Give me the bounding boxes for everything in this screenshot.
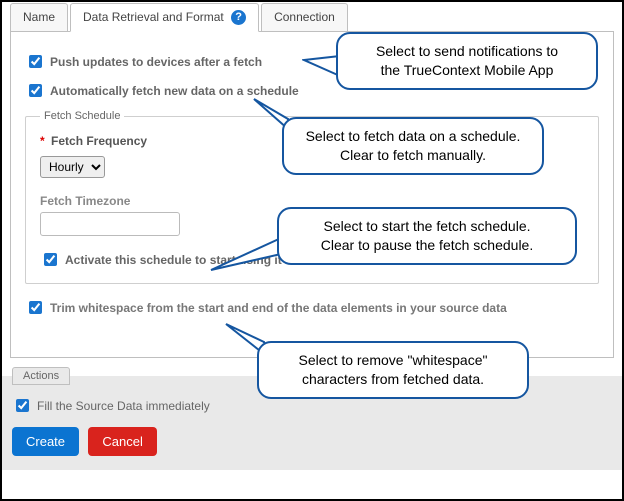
- callout-push-updates: Select to send notifications to the True…: [336, 32, 598, 90]
- fill-source-checkbox[interactable]: [16, 399, 29, 412]
- actions-legend: Actions: [12, 367, 70, 385]
- fetch-frequency-select[interactable]: Hourly: [40, 156, 105, 178]
- callout-text: the TrueContext Mobile App: [381, 62, 554, 78]
- fill-source-label: Fill the Source Data immediately: [37, 399, 210, 413]
- callout-text: Select to remove "whitespace": [299, 352, 488, 368]
- required-star-icon: *: [40, 134, 45, 148]
- help-icon[interactable]: ?: [231, 10, 246, 25]
- tab-data-label: Data Retrieval and Format: [83, 10, 224, 24]
- trim-whitespace-row[interactable]: Trim whitespace from the start and end o…: [25, 298, 599, 317]
- callout-text: characters from fetched data.: [302, 371, 484, 387]
- callout-text: Clear to pause the fetch schedule.: [321, 237, 533, 253]
- tab-data-retrieval[interactable]: Data Retrieval and Format ?: [70, 3, 259, 32]
- callout-text: Select to start the fetch schedule.: [323, 218, 530, 234]
- fill-source-row[interactable]: Fill the Source Data immediately: [12, 396, 612, 415]
- callout-text: Select to send notifications to: [376, 43, 558, 59]
- callout-text: Select to fetch data on a schedule.: [306, 128, 521, 144]
- auto-fetch-label: Automatically fetch new data on a schedu…: [50, 84, 299, 98]
- tab-connection[interactable]: Connection: [261, 3, 348, 32]
- callout-trim-whitespace: Select to remove "whitespace" characters…: [257, 341, 529, 399]
- fetch-schedule-legend: Fetch Schedule: [40, 110, 124, 122]
- callout-activate-schedule: Select to start the fetch schedule. Clea…: [277, 207, 577, 265]
- callout-text: Clear to fetch manually.: [340, 147, 486, 163]
- trim-whitespace-label: Trim whitespace from the start and end o…: [50, 301, 507, 315]
- push-updates-label: Push updates to devices after a fetch: [50, 55, 262, 69]
- auto-fetch-checkbox[interactable]: [29, 84, 42, 97]
- fetch-timezone-input[interactable]: [40, 212, 180, 236]
- fetch-frequency-label-text: Fetch Frequency: [51, 134, 147, 148]
- activate-schedule-checkbox[interactable]: [44, 253, 57, 266]
- trim-whitespace-checkbox[interactable]: [29, 301, 42, 314]
- cancel-button[interactable]: Cancel: [88, 427, 156, 456]
- create-button[interactable]: Create: [12, 427, 79, 456]
- tab-name[interactable]: Name: [10, 3, 68, 32]
- push-updates-checkbox[interactable]: [29, 55, 42, 68]
- callout-tail-icon: [209, 232, 284, 272]
- callout-auto-fetch: Select to fetch data on a schedule. Clea…: [282, 117, 544, 175]
